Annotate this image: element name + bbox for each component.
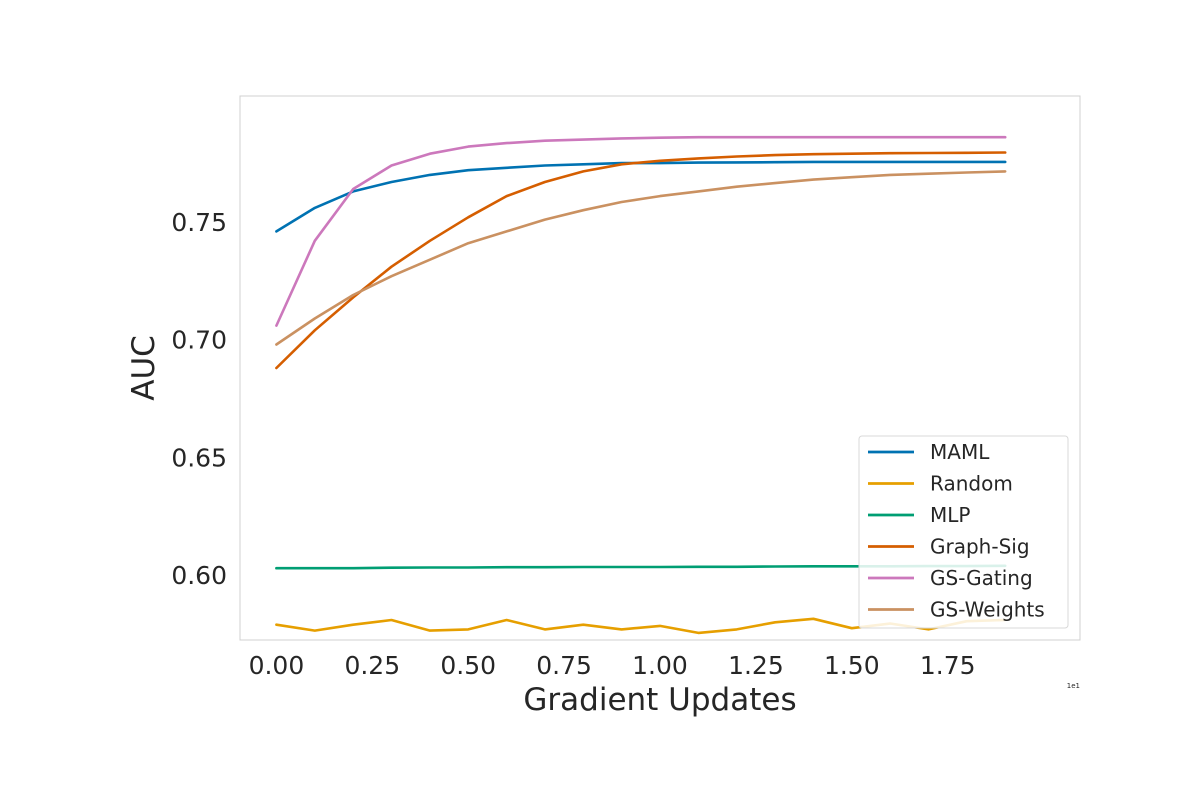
x-tick-label: 0.25	[344, 651, 400, 680]
y-axis-title: AUC	[126, 335, 162, 401]
x-axis-title: Gradient Updates	[523, 682, 796, 718]
x-tick-label: 1.50	[824, 651, 880, 680]
x-tick-label: 1.75	[920, 651, 976, 680]
series-line-gs-gating	[275, 135, 1007, 327]
x-axis-offset-label: 1e1	[1067, 682, 1080, 690]
legend-label-gs-gating: GS-Gating	[930, 566, 1033, 590]
y-tick-label: 0.70	[171, 326, 227, 355]
y-tick-label: 0.65	[171, 444, 227, 473]
legend-label-gs-weights: GS-Weights	[930, 598, 1045, 622]
legend-label-random: Random	[930, 472, 1013, 496]
x-tick-label: 1.25	[728, 651, 784, 680]
legend-label-graph-sig: Graph-Sig	[930, 535, 1030, 559]
y-tick-label: 0.75	[171, 208, 227, 237]
x-tick-label: 1.00	[632, 651, 688, 680]
x-tick-label: 0.75	[536, 651, 592, 680]
legend: MAML Random MLP Graph-Sig GS-Gating GS-Weight…	[858, 435, 1069, 629]
y-axis-ticks: 0.60 0.65 0.70 0.75	[171, 208, 227, 590]
series-line-graph-sig	[275, 151, 1007, 370]
legend-label-maml: MAML	[930, 440, 990, 464]
y-tick-label: 0.60	[171, 561, 227, 590]
x-tick-label: 0.50	[440, 651, 496, 680]
legend-label-mlp: MLP	[930, 503, 970, 527]
series-line-gs-weights	[275, 170, 1007, 346]
x-tick-label: 0.00	[249, 651, 305, 680]
x-axis-ticks: 0.00 0.25 0.50 0.75 1.00 1.25 1.50 1.75	[249, 651, 976, 680]
